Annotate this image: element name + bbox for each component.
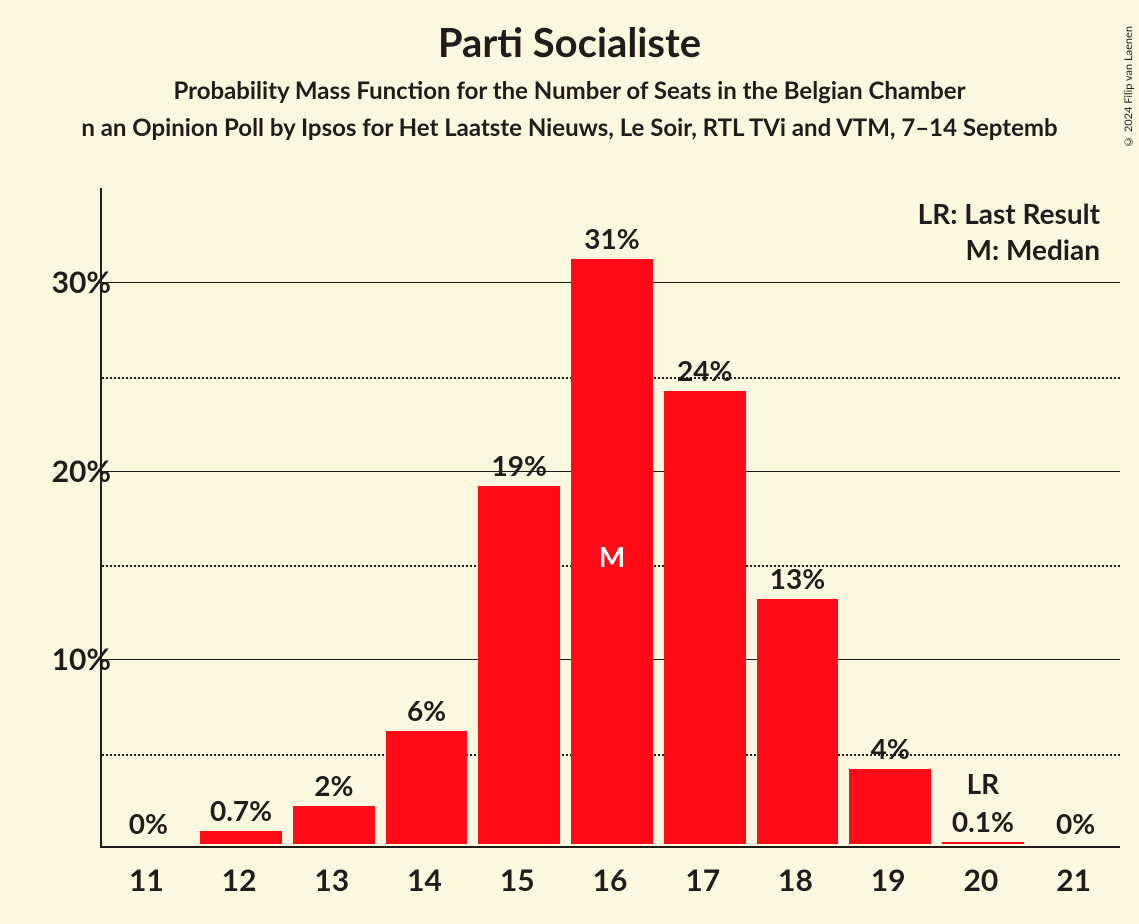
bar <box>849 769 931 844</box>
x-tick-label: 16 <box>593 862 628 898</box>
y-tick-label: 20% <box>52 453 111 489</box>
bar-value-label: 0.1% <box>952 804 1014 838</box>
bar-value-label: 0% <box>129 806 168 840</box>
legend-median: M: Median <box>966 232 1100 266</box>
bar-value-label: 0% <box>1056 806 1095 840</box>
x-tick-label: 21 <box>1056 862 1091 898</box>
bar-value-label: 24% <box>677 353 732 387</box>
bar <box>200 831 282 844</box>
bar-value-label: 4% <box>871 731 910 765</box>
median-label: M <box>599 539 625 573</box>
bar <box>757 599 839 844</box>
x-tick-label: 13 <box>314 862 349 898</box>
x-tick-label: 20 <box>964 862 999 898</box>
bar <box>664 391 746 844</box>
chart-subtitle: Probability Mass Function for the Number… <box>0 76 1139 105</box>
bar <box>293 806 375 844</box>
chart-source-line: n an Opinion Poll by Ipsos for Het Laats… <box>0 113 1139 142</box>
chart-title: Parti Socialiste <box>0 18 1139 66</box>
lr-label: LR <box>967 766 1000 800</box>
x-tick-label: 15 <box>500 862 535 898</box>
bar-value-label: 13% <box>770 561 825 595</box>
legend-lr: LR: Last Result <box>918 196 1100 230</box>
bar-value-label: 0.7% <box>210 793 272 827</box>
x-tick-label: 17 <box>685 862 720 898</box>
x-tick-label: 11 <box>129 862 164 898</box>
bar <box>942 842 1024 844</box>
chart-area: 0% 0.7% 2% 6% 19% 31% M 24% 13% 4% 0.1% LR 0% LR: La… <box>100 188 1120 848</box>
y-tick-label: 30% <box>52 264 111 300</box>
plot-region: 0% 0.7% 2% 6% 19% 31% M 24% 13% 4% 0.1% LR 0% <box>100 188 1120 848</box>
x-tick-label: 18 <box>778 862 813 898</box>
bar <box>478 486 560 844</box>
bar-value-label: 31% <box>584 221 639 255</box>
x-tick-label: 12 <box>222 862 257 898</box>
bar-value-label: 19% <box>492 448 547 482</box>
y-tick-label: 10% <box>52 641 111 677</box>
bar-value-label: 2% <box>314 768 353 802</box>
x-tick-label: 19 <box>871 862 906 898</box>
copyright-text: © 2024 Filip van Laenen <box>1122 26 1135 148</box>
x-tick-label: 14 <box>407 862 442 898</box>
bar <box>386 731 468 844</box>
bar-value-label: 6% <box>407 693 446 727</box>
